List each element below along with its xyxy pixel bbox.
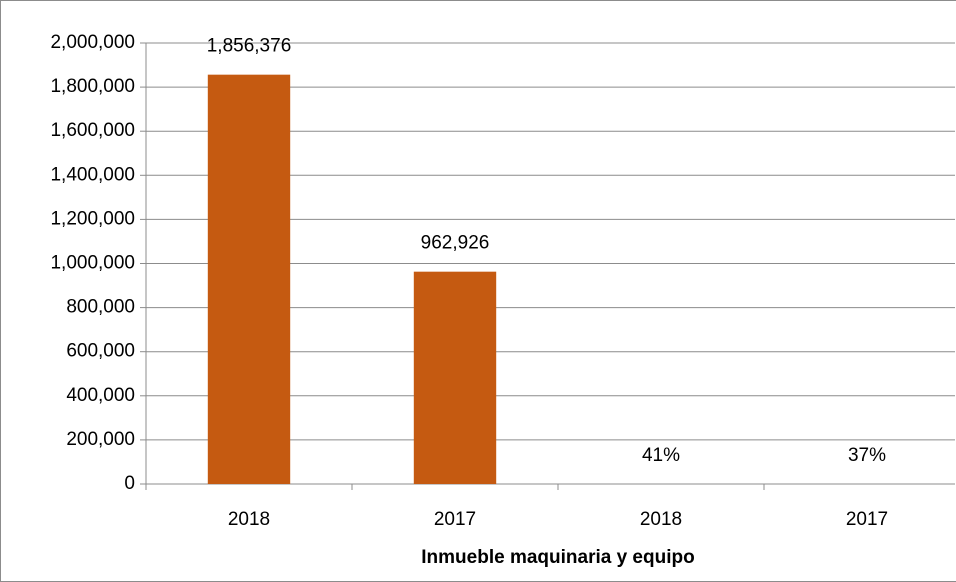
x-tick-label: 2017 bbox=[846, 509, 888, 530]
y-tick-label: 200,000 bbox=[66, 429, 135, 450]
y-tick-label: 1,000,000 bbox=[50, 253, 135, 274]
y-tick-label: 2,000,000 bbox=[50, 32, 135, 53]
y-tick-label: 1,200,000 bbox=[50, 208, 135, 229]
y-tick-label: 600,000 bbox=[66, 341, 135, 362]
data-label: 37% bbox=[848, 445, 886, 466]
y-tick-label: 1,600,000 bbox=[50, 120, 135, 141]
y-tick-label: 400,000 bbox=[66, 385, 135, 406]
y-tick-label: 1,400,000 bbox=[50, 164, 135, 185]
bar bbox=[413, 271, 497, 484]
x-tick-label: 2018 bbox=[228, 509, 270, 530]
bar bbox=[207, 74, 291, 484]
y-tick-label: 800,000 bbox=[66, 297, 135, 318]
y-tick-label: 1,800,000 bbox=[50, 76, 135, 97]
x-tick-label: 2017 bbox=[434, 509, 476, 530]
x-tick-label: 2018 bbox=[640, 509, 682, 530]
y-tick-label: 0 bbox=[124, 473, 135, 494]
data-label: 962,926 bbox=[421, 233, 490, 254]
data-label: 41% bbox=[642, 445, 680, 466]
x-axis-title: Inmueble maquinaria y equipo bbox=[421, 547, 694, 568]
data-label: 1,856,376 bbox=[207, 36, 292, 57]
